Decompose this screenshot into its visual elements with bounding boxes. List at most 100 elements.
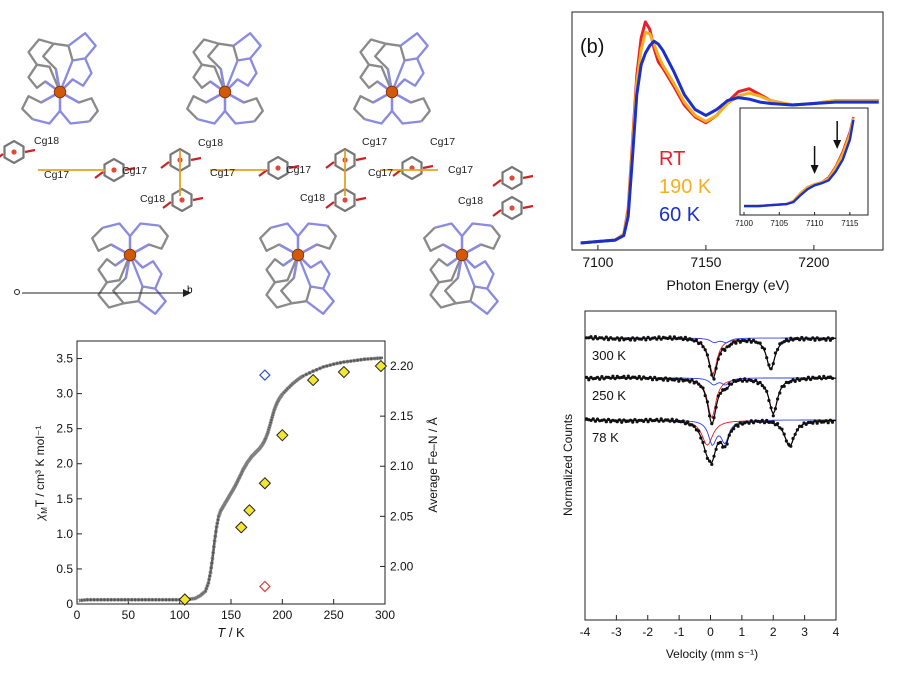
chiT-point (270, 415, 275, 420)
phenol-ring (3, 139, 25, 165)
mossbauer-data-point (714, 447, 718, 451)
mossbauer-data-point (648, 375, 652, 379)
chiT-point (270, 413, 275, 418)
mossbauer-data-point (795, 428, 800, 432)
crystal-structure: Cg18 Cg17 Cg17 Cg18 Cg17 Cg17 Cg18 Cg17 … (0, 32, 534, 315)
inset-arrow-head (810, 165, 819, 174)
fe-n-open-diamond (259, 369, 271, 381)
chiT-point (271, 410, 276, 415)
mossbauer-data-point (633, 418, 637, 422)
fe-n-yellow-diamond (258, 477, 272, 490)
mossbauer-data-point (716, 357, 720, 361)
mossbauer-data-point (758, 380, 762, 385)
magnetic-y-tick-label: 3.5 (56, 352, 73, 366)
mossbauer-data-point (699, 341, 703, 345)
mossbauer-data-point (664, 376, 668, 380)
b-axis: b (14, 285, 193, 297)
chiT-point (211, 550, 216, 555)
mossbauer-data-point (620, 420, 624, 424)
mossbauer-data-point (725, 442, 729, 446)
mossbauer-data-point (628, 338, 633, 342)
mossbauer-data-point (672, 335, 677, 339)
inset-x-tick-label: 7100 (735, 219, 753, 228)
mossbauer-data-point (585, 375, 589, 379)
cg-label: Cg17 (362, 136, 387, 148)
mossbauer-data-point (765, 418, 769, 423)
mossbauer-data-point (762, 386, 767, 390)
cg-label: Cg18 (140, 193, 165, 205)
mossbauer-data-point (703, 394, 707, 398)
chiT-point (341, 360, 346, 364)
mossbauer-data-point (699, 436, 703, 440)
fe-n-yellow-diamond (178, 593, 192, 606)
mossbauer-data-point (708, 414, 712, 418)
crystal-bond (97, 281, 125, 309)
mossbauer-data-point (701, 440, 705, 445)
mossbauer-data-point (784, 337, 789, 341)
inset-series-line (744, 119, 855, 208)
methoxy-bond (392, 169, 402, 177)
xanes-legend-entry: RT (659, 148, 685, 170)
mossbauer-data-point (782, 340, 786, 344)
hydroxyl-bond (192, 196, 204, 202)
mossbauer-data-point (718, 391, 723, 395)
mossbauer-data-point (789, 444, 793, 448)
mossbauer-data-point (595, 417, 600, 421)
mossbauer-x-tick-label: 1 (739, 625, 746, 639)
cg-label: Cg17 (286, 164, 311, 176)
mossbauer-data-point (771, 420, 775, 424)
mossbauer-data-point (813, 419, 817, 423)
phenol-ring (401, 155, 423, 181)
inset-x-tick-label: 7110 (806, 219, 824, 228)
mossbauer-data-point (815, 421, 819, 425)
mossbauer-data-point (585, 336, 589, 340)
chiT-point (359, 357, 363, 362)
mossbauer-data-point (712, 454, 716, 458)
mossbauer-data-point (633, 338, 637, 342)
mossbauer-data-point (703, 449, 707, 453)
hydroxyl-bond (422, 164, 434, 170)
centroid-marker (509, 175, 515, 181)
chiT-point (216, 514, 221, 519)
centroid-marker (11, 149, 17, 155)
chiT-point (321, 364, 326, 369)
magnetic-y2-tick-label: 2.15 (390, 409, 414, 423)
crystal-bond (359, 38, 387, 66)
mossbauer-data-point (820, 377, 824, 381)
chiT-point (335, 361, 340, 366)
hydroxyl-bond (355, 196, 367, 202)
mossbauer-data-point (830, 336, 835, 340)
magnetic-y-axis-label: χMT / cm³ K mol⁻¹ (33, 426, 49, 522)
mossbauer-data-point (683, 335, 688, 339)
chiT-point (265, 432, 270, 436)
chiT-point (209, 565, 214, 570)
mossbauer-chart: -4 -3 -2 -1 0 1 2 3 4 300 K 250 K 78 K Velocity (m… (561, 310, 840, 661)
xanes-x-tick-label: 7200 (798, 254, 829, 270)
mossbauer-data-point (697, 382, 701, 386)
mossbauer-data-point (690, 378, 694, 382)
mossbauer-data-point (602, 377, 606, 381)
fe-n-open-diamond (259, 580, 271, 593)
mossbauer-data-point (787, 339, 791, 343)
chiT-point (266, 430, 270, 435)
hydroxyl-bond (355, 156, 367, 162)
mossbauer-data-point (708, 459, 712, 463)
mossbauer-data-point (771, 414, 775, 418)
mossbauer-data-point (769, 367, 773, 371)
mossbauer-data-point (697, 429, 701, 433)
methoxy-bond (160, 161, 170, 169)
magnetic-chart: 0 50 100 150 200 250 300 0 0.5 1.0 1.5 2.0 2.5 3.0 3.5… (33, 340, 440, 640)
mossbauer-data-point (830, 376, 835, 380)
cg-label: Cg18 (458, 195, 483, 207)
chiT-point (217, 512, 222, 517)
mossbauer-data-point (712, 416, 716, 420)
mossbauer-data-point (762, 347, 767, 351)
mossbauer-data-point (646, 335, 650, 339)
mossbauer-data-point (745, 340, 749, 344)
magnetic-y-tick-label: 2.5 (56, 422, 73, 436)
chiT-point (263, 435, 268, 440)
mossbauer-data-point (738, 340, 742, 344)
chiT-point (174, 597, 179, 602)
chiT-point (216, 517, 220, 522)
